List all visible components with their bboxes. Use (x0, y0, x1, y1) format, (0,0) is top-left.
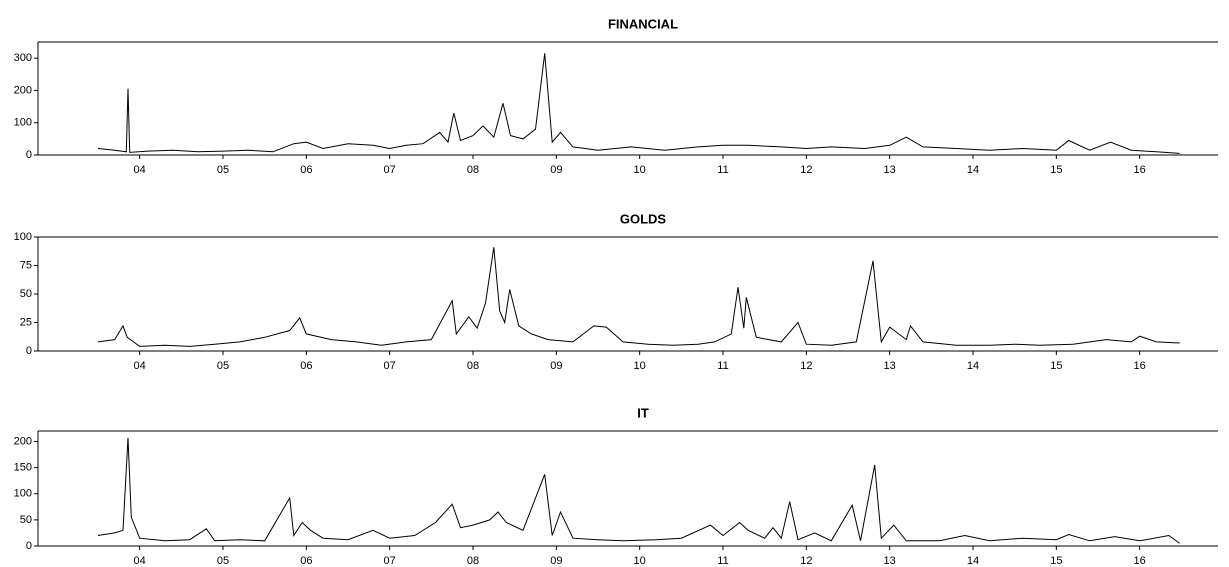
x-tick-label: 16 (1134, 555, 1146, 567)
x-tick-label: 10 (634, 555, 646, 567)
x-tick-label: 04 (134, 360, 146, 372)
x-tick-label: 14 (967, 555, 979, 567)
x-tick-label: 06 (300, 164, 312, 176)
x-tick-label: 15 (1050, 555, 1062, 567)
chart-title: FINANCIAL (608, 16, 678, 31)
x-tick-label: 06 (300, 360, 312, 372)
y-tick-label: 50 (20, 514, 32, 526)
x-tick-label: 13 (884, 164, 896, 176)
series-line (97, 247, 1180, 347)
y-tick-label: 200 (14, 84, 32, 96)
x-tick-label: 08 (467, 555, 479, 567)
x-tick-label: 12 (800, 164, 812, 176)
x-tick-label: 15 (1050, 164, 1062, 176)
y-tick-label: 75 (20, 259, 32, 271)
series-line (97, 53, 1180, 154)
x-tick-label: 08 (467, 360, 479, 372)
y-tick-label: 25 (20, 316, 32, 328)
x-tick-label: 14 (967, 164, 979, 176)
x-tick-label: 12 (800, 360, 812, 372)
x-tick-label: 09 (550, 164, 562, 176)
chart-title: GOLDS (620, 211, 667, 226)
chart-title: IT (637, 405, 649, 420)
x-tick-label: 04 (134, 555, 146, 567)
x-tick-label: 13 (884, 360, 896, 372)
y-tick-label: 0 (26, 540, 32, 552)
x-tick-label: 07 (384, 555, 396, 567)
x-tick-label: 11 (717, 164, 728, 176)
y-tick-label: 200 (14, 435, 32, 447)
y-tick-label: 100 (14, 231, 32, 243)
x-tick-label: 10 (634, 164, 646, 176)
x-tick-label: 05 (217, 555, 229, 567)
x-tick-label: 09 (550, 555, 562, 567)
x-tick-label: 05 (217, 164, 229, 176)
x-tick-label: 09 (550, 360, 562, 372)
y-tick-label: 100 (14, 117, 32, 129)
y-tick-label: 50 (20, 288, 32, 300)
x-tick-label: 05 (217, 360, 229, 372)
series-line (97, 437, 1180, 544)
x-tick-label: 07 (384, 360, 396, 372)
x-tick-label: 14 (967, 360, 979, 372)
x-tick-label: 11 (717, 360, 728, 372)
x-tick-label: 16 (1134, 164, 1146, 176)
y-tick-label: 300 (14, 52, 32, 64)
y-tick-label: 150 (14, 461, 32, 473)
x-tick-label: 08 (467, 164, 479, 176)
x-tick-label: 15 (1050, 360, 1062, 372)
y-tick-label: 0 (26, 345, 32, 357)
y-tick-label: 0 (26, 149, 32, 161)
x-tick-label: 13 (884, 555, 896, 567)
y-tick-label: 100 (14, 488, 32, 500)
x-tick-label: 06 (300, 555, 312, 567)
x-tick-label: 12 (800, 555, 812, 567)
x-tick-label: 10 (634, 360, 646, 372)
x-tick-label: 11 (717, 555, 728, 567)
x-tick-label: 16 (1134, 360, 1146, 372)
x-tick-label: 07 (384, 164, 396, 176)
x-tick-label: 04 (134, 164, 146, 176)
